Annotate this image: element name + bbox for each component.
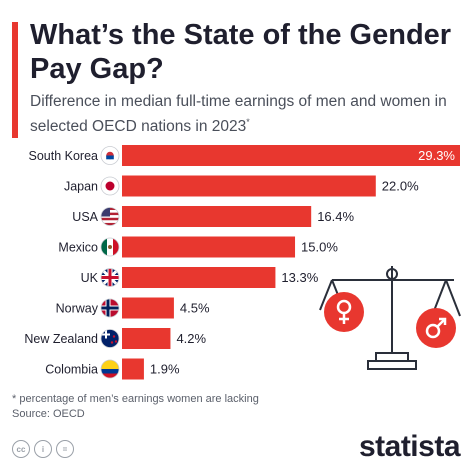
page-title: What’s the State of the Gender Pay Gap?	[30, 19, 452, 85]
uk-flag-icon-ring	[100, 268, 120, 287]
license-icons: cc i =	[12, 440, 74, 458]
bar	[122, 206, 312, 227]
bar-row: USA 16.4%	[72, 206, 354, 227]
value-label: 15.0%	[301, 240, 338, 255]
bar	[122, 297, 174, 319]
japan-flag-icon-ring	[100, 176, 120, 196]
value-label: 16.4%	[317, 209, 354, 224]
usa-flag-icon-ring	[100, 207, 120, 226]
category-label: Japan	[64, 180, 98, 194]
mexico-flag-icon-ring	[100, 237, 120, 257]
south-korea-flag-icon-ring	[100, 146, 120, 165]
scales-illustration	[319, 266, 461, 370]
bar	[122, 328, 171, 349]
south-korea-flag-icon	[101, 146, 119, 165]
value-label: 13.3%	[281, 270, 318, 285]
colombia-flag-icon	[101, 360, 119, 378]
bar	[122, 175, 376, 197]
footnote-source: Source: OECD	[12, 408, 85, 420]
footnote: * percentage of men’s earnings women are…	[12, 392, 259, 422]
bar	[122, 267, 276, 288]
bar-chart: South Korea 29.3% Japan 22.0% USA 16.4% Mexico…	[24, 145, 460, 380]
bar	[122, 145, 460, 166]
bar	[122, 236, 296, 258]
footnote-note: * percentage of men’s earnings women are…	[12, 393, 259, 405]
category-label: Mexico	[58, 241, 98, 255]
value-label: 4.2%	[176, 331, 206, 346]
category-label: UK	[81, 271, 99, 285]
category-label: New Zealand	[24, 332, 98, 346]
category-label: USA	[72, 210, 98, 224]
value-label: 1.9%	[150, 362, 180, 377]
norway-flag-icon	[101, 299, 119, 317]
bar-row: UK 13.3%	[81, 267, 319, 288]
statista-logo[interactable]: statista	[358, 430, 461, 463]
bar-row: New Zealand 4.2%	[24, 328, 207, 349]
creative-commons-icon[interactable]: cc	[12, 440, 30, 458]
attribution-icon[interactable]: i	[34, 440, 52, 458]
no-derivatives-icon[interactable]: =	[56, 440, 74, 458]
category-label: Colombia	[45, 363, 98, 377]
accent-bar	[12, 22, 18, 138]
usa-flag-icon	[101, 207, 119, 226]
bar-row: Colombia 1.9%	[45, 358, 180, 380]
category-label: Norway	[56, 302, 99, 316]
bar-row: Mexico 15.0%	[58, 236, 338, 258]
bar-row: Norway 4.5%	[56, 297, 210, 319]
bar	[122, 358, 144, 380]
value-label: 29.3%	[418, 148, 455, 163]
mexico-flag-icon	[101, 238, 119, 256]
category-label: South Korea	[29, 149, 99, 163]
bar-row: Japan 22.0%	[64, 175, 419, 197]
page-subtitle: Difference in median full-time earnings …	[30, 92, 460, 137]
bar-row: South Korea 29.3%	[29, 145, 460, 166]
male-symbol-icon	[416, 308, 456, 348]
new-zealand-flag-icon-ring	[100, 329, 120, 348]
subtitle-text: Difference in median full-time earnings …	[30, 93, 447, 136]
subtitle-footnote-mark: *	[246, 117, 250, 127]
value-label: 4.5%	[180, 301, 210, 316]
japan-flag-icon	[101, 177, 119, 195]
new-zealand-flag-icon	[101, 329, 119, 348]
footer: cc i = statista	[0, 428, 474, 474]
colombia-flag-icon-ring	[100, 359, 120, 379]
uk-flag-icon	[101, 268, 119, 287]
norway-flag-icon-ring	[100, 298, 120, 318]
value-label: 22.0%	[382, 179, 419, 194]
